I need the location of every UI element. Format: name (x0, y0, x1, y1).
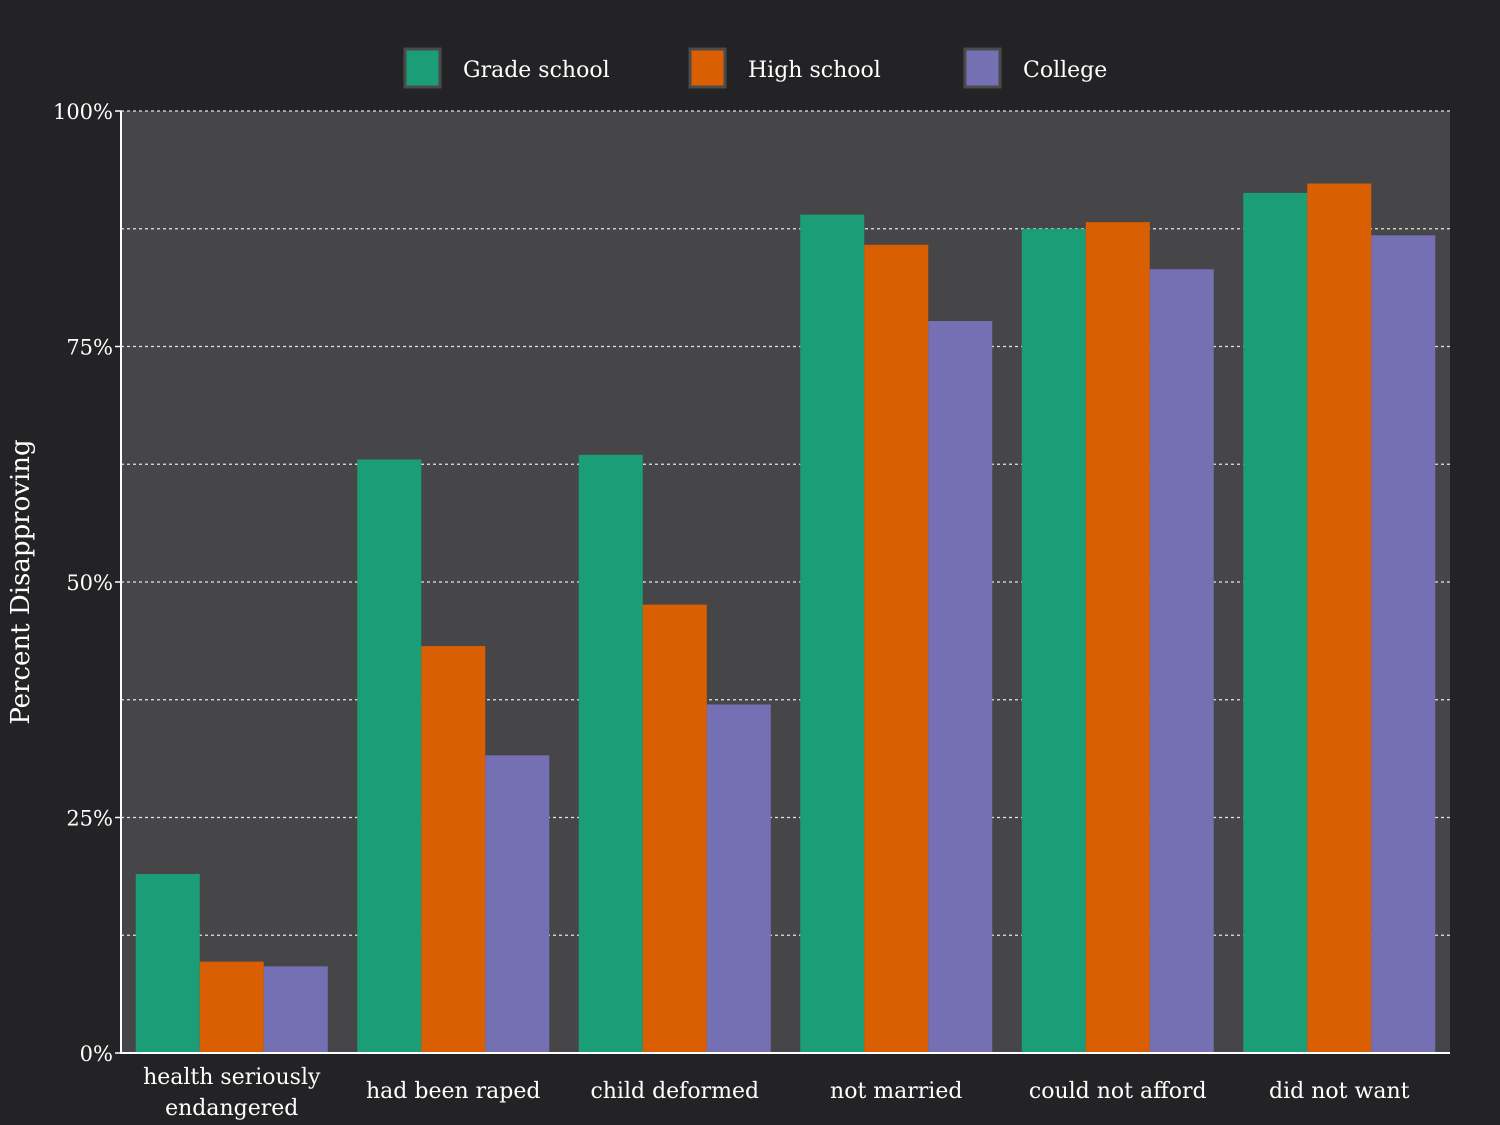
y-tick-label: 0% (80, 1042, 113, 1066)
bar-grade-school (1021, 228, 1086, 1053)
bar-college (706, 704, 771, 1053)
y-tick-label: 50% (66, 571, 113, 595)
bar-grade-school (578, 454, 643, 1054)
x-tick-label: did not want (1269, 1079, 1410, 1104)
legend-swatch (963, 47, 1002, 89)
bar-grade-school (135, 874, 200, 1053)
y-tick-label: 100% (53, 100, 113, 124)
legend-label: Grade school (463, 58, 610, 83)
legend-label: High school (748, 58, 881, 83)
x-tick-label: endangered (165, 1096, 298, 1121)
plot-area (121, 111, 1450, 1053)
x-tick-label: had been raped (366, 1079, 540, 1104)
bar-grade-school (800, 214, 865, 1053)
y-tick-label: 25% (66, 807, 113, 831)
y-tick-label: 75% (66, 336, 113, 360)
bar-high-school (199, 961, 264, 1053)
x-tick-label: health seriously (143, 1065, 321, 1090)
bar-high-school (421, 646, 486, 1053)
x-tick-label: child deformed (590, 1079, 759, 1104)
bar-high-school (642, 604, 707, 1053)
y-axis-label: Percent Disapproving (6, 439, 36, 724)
bar-high-school (864, 244, 929, 1053)
bar-high-school (1085, 222, 1150, 1053)
bar-college (1149, 269, 1214, 1054)
legend-label: College (1023, 58, 1107, 83)
legend[interactable]: Grade school High school College (403, 47, 1107, 89)
bar-college (485, 755, 550, 1053)
x-tick-labels: health seriously endangered had been raped… (143, 1065, 1410, 1121)
bar-grade-school (357, 459, 422, 1053)
legend-swatch (403, 47, 442, 89)
bar-high-school (1307, 183, 1372, 1053)
bars (135, 183, 1436, 1054)
bar-college (263, 966, 328, 1053)
x-tick-label: could not afford (1029, 1079, 1207, 1104)
x-tick-label: not married (830, 1079, 962, 1104)
bar-grade-school (1243, 192, 1308, 1054)
bar-college (1371, 235, 1436, 1053)
bar-college (928, 321, 993, 1053)
y-tick-labels: 0% 25% 50% 75% 100% (53, 100, 121, 1066)
legend-swatch (688, 47, 727, 89)
